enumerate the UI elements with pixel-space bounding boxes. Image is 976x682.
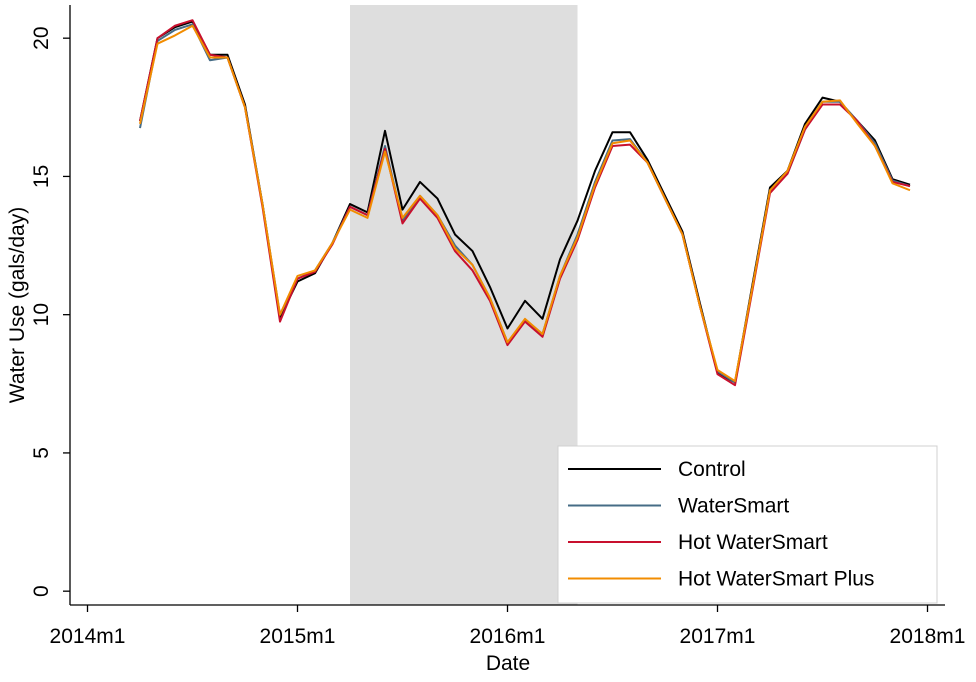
- legend-label: WaterSmart: [678, 495, 789, 518]
- legend-label: Control: [678, 458, 746, 481]
- x-tick-label: 2015m1: [260, 625, 336, 648]
- legend-label: Hot WaterSmart Plus: [678, 568, 874, 591]
- y-tick-label: 10: [30, 303, 53, 326]
- x-tick-label: 2016m1: [470, 625, 546, 648]
- series-line: [139, 24, 911, 383]
- legend-box: [557, 445, 938, 604]
- y-tick-label: 20: [30, 27, 53, 50]
- x-tick-label: 2014m1: [50, 625, 126, 648]
- y-tick-label: 15: [30, 165, 53, 188]
- x-tick-label: 2018m1: [890, 625, 966, 648]
- highlight-band: [350, 5, 578, 605]
- y-tick-label: 0: [30, 585, 53, 597]
- y-tick-label: 5: [30, 447, 53, 459]
- y-axis-title: Water Use (gals/day): [6, 207, 29, 403]
- x-axis-title: Date: [486, 652, 530, 675]
- legend-label: Hot WaterSmart: [678, 531, 828, 554]
- x-tick-label: 2017m1: [680, 625, 756, 648]
